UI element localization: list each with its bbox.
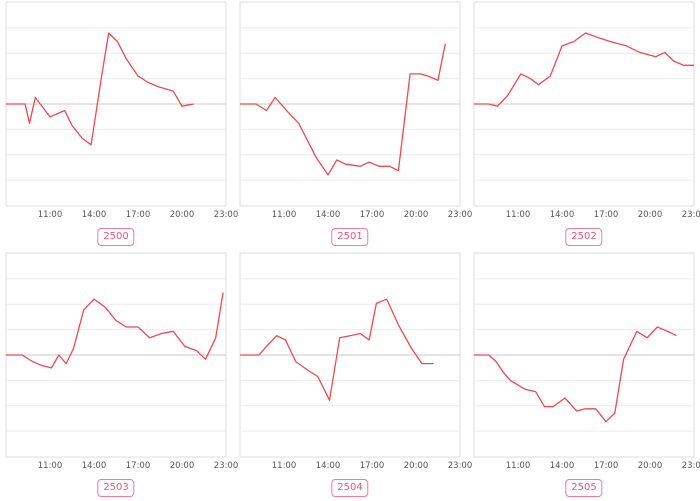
x-tick-label: 20:00: [404, 210, 429, 220]
x-tick-label: 17:00: [594, 461, 619, 471]
x-tick-label: 23:00: [214, 461, 239, 471]
x-tick-label: 17:00: [126, 210, 151, 220]
chart-panel-2505: 11:00 14:00 17:00 20:00 23:00 2505: [472, 251, 700, 497]
chart-panel-2504: 11:00 14:00 17:00 20:00 23:00 2504: [238, 251, 472, 497]
x-tick-label: 17:00: [594, 210, 619, 220]
series-line: [240, 298, 434, 401]
x-tick-label: 20:00: [170, 210, 195, 220]
chart-svg-2504: 11:00 14:00 17:00 20:00 23:00: [239, 252, 472, 471]
x-tick-label: 11:00: [272, 461, 297, 471]
x-tick-label: 20:00: [404, 461, 429, 471]
x-tick-label: 11:00: [506, 461, 531, 471]
x-tick-label: 14:00: [550, 210, 575, 220]
chart-svg-2505: 11:00 14:00 17:00 20:00 23:00: [473, 252, 700, 471]
panel-button-2500[interactable]: 2500: [97, 228, 135, 246]
x-tick-label: 14:00: [316, 210, 341, 220]
series-line: [240, 43, 446, 176]
x-tick-label: 23:00: [682, 461, 700, 471]
chart-svg-2501: 11:00 14:00 17:00 20:00 23:00: [239, 1, 472, 220]
x-tick-label: 11:00: [272, 210, 297, 220]
chart-svg-2502: 11:00 14:00 17:00 20:00 23:00: [473, 1, 700, 220]
x-tick-label: 17:00: [360, 210, 385, 220]
panel-button-2504[interactable]: 2504: [331, 479, 369, 497]
panel-button-2505[interactable]: 2505: [565, 479, 603, 497]
x-tick-label: 14:00: [316, 461, 341, 471]
series-line: [6, 32, 194, 146]
x-tick-label: 17:00: [126, 461, 151, 471]
panel-button-2503[interactable]: 2503: [97, 479, 135, 497]
x-tick-label: 11:00: [506, 210, 531, 220]
chart-svg-2500: 11:00 14:00 17:00 20:00 23:00: [5, 1, 238, 220]
series-line: [474, 32, 694, 107]
x-tick-label: 14:00: [82, 210, 107, 220]
panel-button-2502[interactable]: 2502: [565, 228, 603, 246]
x-tick-label: 20:00: [638, 210, 663, 220]
x-tick-label: 23:00: [682, 210, 700, 220]
chart-panel-2501: 11:00 14:00 17:00 20:00 23:00 2501: [238, 0, 472, 246]
series-line: [474, 326, 677, 423]
chart-panel-2502: 11:00 14:00 17:00 20:00 23:00 2502: [472, 0, 700, 246]
chart-panel-2500: 11:00 14:00 17:00 20:00 23:00 2500: [4, 0, 238, 246]
x-tick-label: 23:00: [448, 461, 473, 471]
x-tick-label: 20:00: [170, 461, 195, 471]
series-line: [6, 292, 224, 369]
chart-panel-2503: 11:00 14:00 17:00 20:00 23:00 2503: [4, 251, 238, 497]
x-tick-label: 11:00: [38, 210, 63, 220]
panel-button-2501[interactable]: 2501: [331, 228, 369, 246]
x-tick-label: 14:00: [82, 461, 107, 471]
x-tick-label: 20:00: [638, 461, 663, 471]
x-tick-label: 17:00: [360, 461, 385, 471]
x-tick-label: 14:00: [550, 461, 575, 471]
x-tick-label: 11:00: [38, 461, 63, 471]
chart-svg-2503: 11:00 14:00 17:00 20:00 23:00: [5, 252, 238, 471]
x-tick-label: 23:00: [448, 210, 473, 220]
x-tick-label: 23:00: [214, 210, 239, 220]
